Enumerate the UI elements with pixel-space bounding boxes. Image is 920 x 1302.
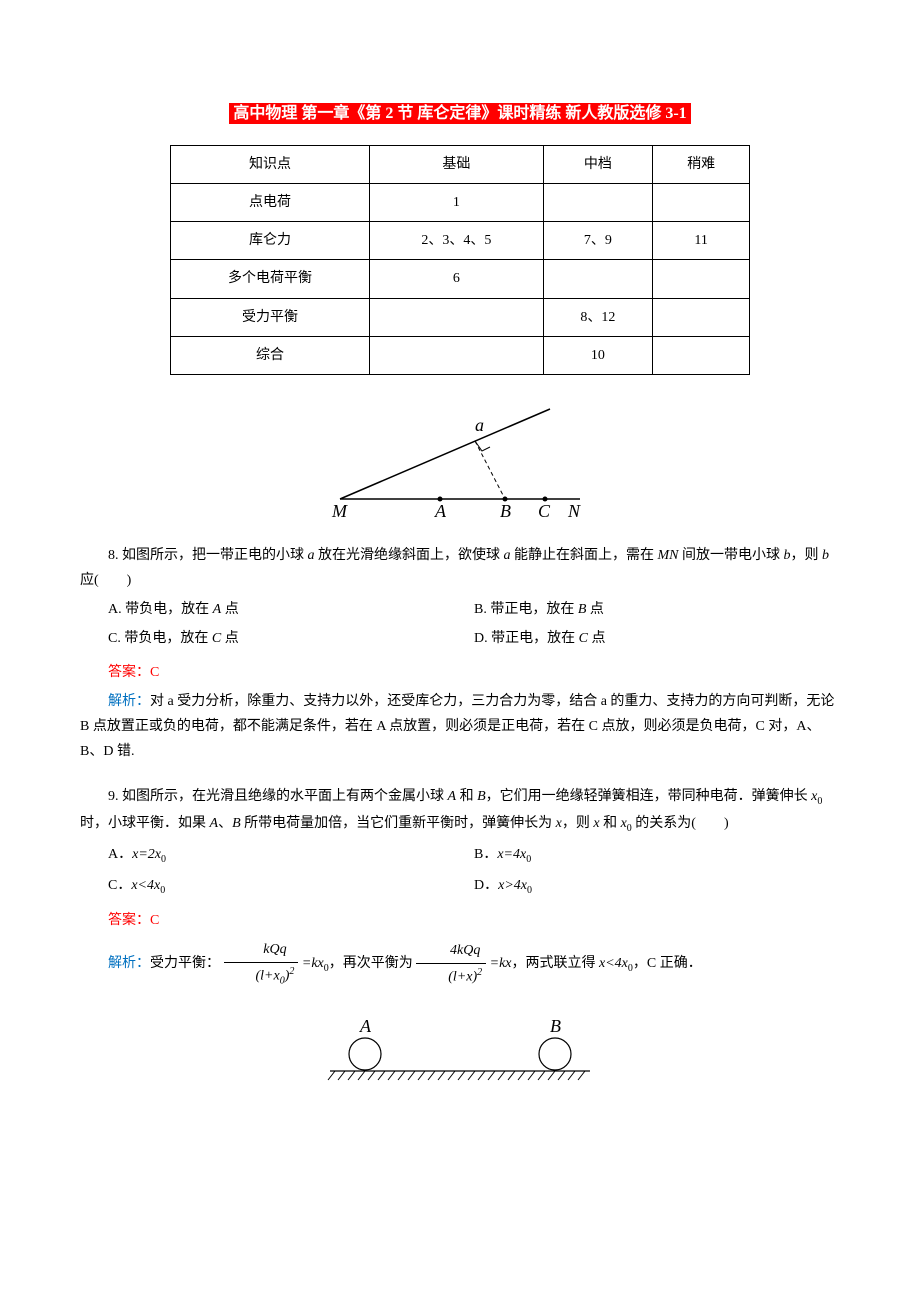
table-header: 知识点 — [171, 145, 370, 183]
table-cell — [543, 183, 653, 221]
label-B: B — [500, 501, 511, 519]
table-cell: 多个电荷平衡 — [171, 260, 370, 298]
option-C: C．x<4x0 — [108, 873, 474, 900]
table-row: 多个电荷平衡 6 — [171, 260, 750, 298]
label-A: A — [359, 1016, 372, 1036]
option-A: A. 带负电，放在 A 点 — [108, 597, 474, 622]
option-B: B. 带正电，放在 B 点 — [474, 597, 840, 622]
label-N: N — [567, 501, 581, 519]
table-row: 点电荷 1 — [171, 183, 750, 221]
table-cell — [370, 298, 544, 336]
table-cell — [653, 183, 750, 221]
table-cell: 10 — [543, 336, 653, 374]
table-header-row: 知识点 基础 中档 稍难 — [171, 145, 750, 183]
table-cell — [370, 336, 544, 374]
label-a: a — [475, 415, 484, 435]
fraction-2: 4kQq (l+x)2 — [416, 938, 486, 990]
table-cell — [543, 260, 653, 298]
table-cell: 点电荷 — [171, 183, 370, 221]
table-cell — [653, 336, 750, 374]
question-8-analysis: 解析：对 a 受力分析，除重力、支持力以外，还受库仑力，三力合力为零，结合 a … — [80, 689, 840, 765]
question-8-options: A. 带负电，放在 A 点 B. 带正电，放在 B 点 C. 带负电，放在 C … — [108, 597, 840, 655]
table-row: 综合 10 — [171, 336, 750, 374]
question-9-answer: 答案：C — [80, 908, 840, 933]
table-cell: 库仑力 — [171, 222, 370, 260]
table-header: 稍难 — [653, 145, 750, 183]
page-title: 高中物理 第一章《第 2 节 库仑定律》课时精练 新人教版选修 3-1 — [80, 100, 840, 129]
spring-diagram: A B — [300, 1014, 620, 1094]
knowledge-table: 知识点 基础 中档 稍难 点电荷 1 库仑力 2、3、4、5 7、9 11 多个… — [170, 145, 750, 375]
option-B: B．x=4x0 — [474, 842, 840, 869]
incline-diagram: a M A B C N — [310, 399, 610, 519]
fraction-1: kQq (l+x0)2 — [224, 937, 299, 991]
table-cell: 6 — [370, 260, 544, 298]
table-row: 库仑力 2、3、4、5 7、9 11 — [171, 222, 750, 260]
label-M: M — [331, 501, 348, 519]
label-B: B — [550, 1016, 561, 1036]
table-cell — [653, 298, 750, 336]
question-8-text: 8. 如图所示，把一带正电的小球 a 放在光滑绝缘斜面上，欲使球 a 能静止在斜… — [80, 543, 840, 593]
option-C: C. 带负电，放在 C 点 — [108, 626, 474, 651]
question-9-analysis: 解析：受力平衡： kQq (l+x0)2 =kx0，再次平衡为 4kQq (l+… — [80, 937, 840, 991]
table-header: 中档 — [543, 145, 653, 183]
option-D: D．x>4x0 — [474, 873, 840, 900]
question-8-answer: 答案：C — [80, 660, 840, 685]
question-9-text: 9. 如图所示，在光滑且绝缘的水平面上有两个金属小球 A 和 B，它们用一绝缘轻… — [80, 784, 840, 838]
table-cell — [653, 260, 750, 298]
option-D: D. 带正电，放在 C 点 — [474, 626, 840, 651]
table-cell: 2、3、4、5 — [370, 222, 544, 260]
question-9-options: A．x=2x0 B．x=4x0 C．x<4x0 D．x>4x0 — [108, 842, 840, 904]
option-A: A．x=2x0 — [108, 842, 474, 869]
table-cell: 11 — [653, 222, 750, 260]
label-A: A — [434, 501, 447, 519]
table-cell: 受力平衡 — [171, 298, 370, 336]
table-cell: 综合 — [171, 336, 370, 374]
table-cell: 8、12 — [543, 298, 653, 336]
table-cell: 7、9 — [543, 222, 653, 260]
table-header: 基础 — [370, 145, 544, 183]
label-C: C — [538, 501, 551, 519]
table-row: 受力平衡 8、12 — [171, 298, 750, 336]
title-text: 高中物理 第一章《第 2 节 库仑定律》课时精练 新人教版选修 3-1 — [229, 103, 690, 124]
table-cell: 1 — [370, 183, 544, 221]
